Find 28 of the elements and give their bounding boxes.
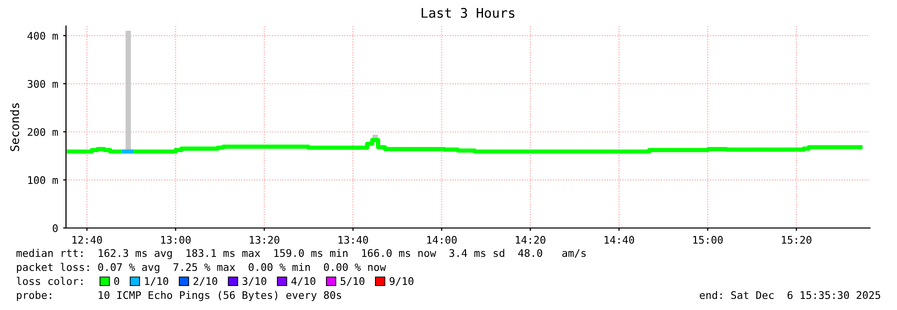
legend-title: loss color: bbox=[16, 276, 82, 286]
x-tick-label: 14:40 bbox=[604, 236, 634, 244]
legend-label: 3/10 bbox=[242, 277, 266, 286]
y-tick-label: 100 m bbox=[28, 176, 58, 184]
x-tick-label: 12:40 bbox=[72, 236, 102, 244]
legend-label: 1/10 bbox=[145, 277, 168, 286]
x-tick-label: 13:20 bbox=[250, 236, 280, 244]
x-tick-label: 14:20 bbox=[516, 236, 546, 244]
chart-title: Last 3 Hours bbox=[422, 8, 514, 18]
text: probe: 10 ICMP Echo Pings (56 Bytes) every 80s bbox=[16, 290, 342, 302]
x-tick-label: 15:20 bbox=[782, 236, 812, 244]
legend-label: 5/10 bbox=[340, 277, 364, 286]
y-tick-label: 400 m bbox=[28, 32, 58, 40]
x-tick-label: 13:40 bbox=[338, 236, 368, 244]
legend-label: 9/10 bbox=[390, 277, 414, 286]
y-tick-label: 0 bbox=[52, 224, 58, 232]
x-tick-label: 13:00 bbox=[161, 236, 191, 244]
legend-label: 2/10 bbox=[194, 277, 218, 286]
text: packet loss: 0.07 % avg 7.25 % max 0.00 % min 0.00 % now bbox=[16, 262, 386, 274]
x-tick-label: 15:00 bbox=[693, 236, 723, 244]
y-tick-label: 200 m bbox=[28, 128, 58, 136]
legend-label: 4/10 bbox=[291, 277, 316, 286]
x-tick-label: 14:00 bbox=[427, 236, 457, 244]
y-tick-label: 300 m bbox=[28, 80, 58, 88]
y-axis-title: Seconds bbox=[10, 103, 20, 152]
text: end: Sat Dec 6 15:35:30 2025 bbox=[700, 290, 880, 300]
legend-label: 0 bbox=[114, 277, 120, 286]
text: median rtt: 162.3 ms avg 183.1 ms max 159.0 ms min 166.0 ms now 3.4 ms sd 48.0 am/s bbox=[16, 248, 586, 260]
